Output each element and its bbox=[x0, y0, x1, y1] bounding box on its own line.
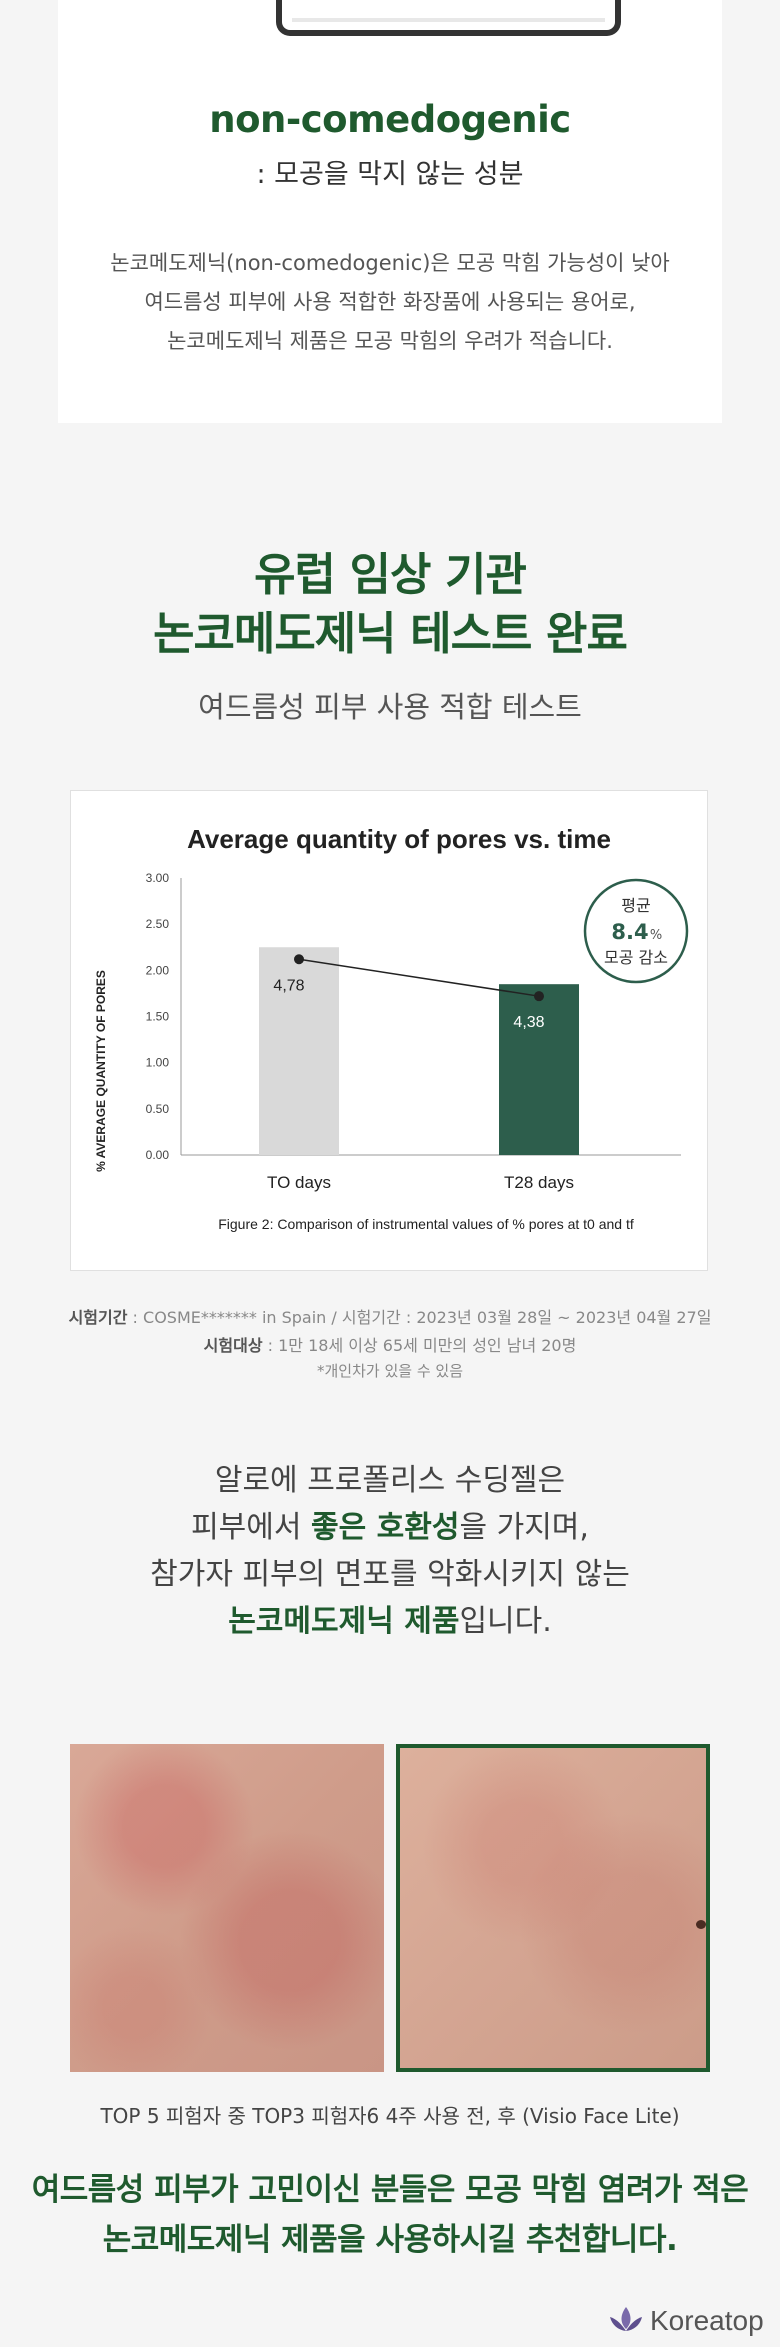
chart-title: Average quantity of pores vs. time bbox=[187, 824, 611, 854]
test-note: *개인차가 있을 수 있음 bbox=[316, 1362, 463, 1380]
final-line-2: 논코메도제닉 제품을 사용하시길 추천합니다. bbox=[102, 2222, 678, 2258]
clipboard-clip bbox=[276, 0, 621, 36]
mid-line-2-bold: 좋은 호환성 bbox=[311, 1510, 460, 1545]
card-desc-line: 논코메도제닉 제품은 모공 막힘의 우려가 적습니다. bbox=[167, 329, 613, 353]
bar bbox=[499, 984, 579, 1155]
headline-line-1: 유럽 임상 기관 bbox=[254, 548, 527, 601]
headline-subtitle: 여드름성 피부 사용 적합 테스트 bbox=[198, 690, 582, 724]
y-tick-label: 1.00 bbox=[146, 1056, 170, 1070]
test-period-value: : COSME******* in Spain / 시험기간 : 2023년 0… bbox=[127, 1308, 712, 1327]
final-line-1: 여드름성 피부가 고민이신 분들은 모공 막힘 염려가 적은 bbox=[31, 2172, 749, 2208]
chart-caption: Figure 2: Comparison of instrumental val… bbox=[218, 1216, 634, 1232]
data-label: 4,78 bbox=[273, 977, 304, 994]
mid-line-4: 논코메도제닉 제품입니다. bbox=[0, 1596, 780, 1640]
badge-value: 8.4 bbox=[611, 920, 648, 944]
koreatop-logo: Koreatop bbox=[606, 2301, 772, 2341]
x-axis-labels: TO days T28 days bbox=[267, 1173, 574, 1192]
y-tick-label: 3.00 bbox=[146, 871, 170, 885]
x-tick-label: T28 days bbox=[504, 1173, 574, 1192]
bars-group bbox=[259, 947, 579, 1155]
trend-point bbox=[534, 991, 544, 1002]
y-tick-label: 2.00 bbox=[146, 963, 170, 977]
card-description: 논코메도제닉(non-comedogenic)은 모공 막힘 가능성이 낮아 여… bbox=[58, 244, 722, 361]
y-axis-ticks: 0.00 0.50 1.00 1.50 2.00 2.50 3.00 bbox=[146, 871, 170, 1162]
card-title: non-comedogenic bbox=[209, 98, 571, 141]
mid-line-1: 알로에 프로폴리스 수딩젤은 bbox=[214, 1463, 566, 1498]
y-tick-label: 0.50 bbox=[146, 1102, 170, 1116]
data-label: 4,38 bbox=[513, 1014, 544, 1031]
bar bbox=[259, 947, 339, 1155]
chart-svg: Average quantity of pores vs. time % AVE… bbox=[94, 824, 689, 1232]
mid-line-2-pre: 피부에서 bbox=[191, 1510, 311, 1545]
card-subtitle: : 모공을 막지 않는 성분 bbox=[256, 159, 524, 190]
mid-line-3: 참가자 피부의 면포를 악화시키지 않는 bbox=[150, 1557, 630, 1592]
badge-line-3: 모공 감소 bbox=[604, 948, 668, 967]
test-subject-value: : 1만 18세 이상 65세 미만의 성인 남녀 20명 bbox=[262, 1336, 577, 1355]
test-subject-label: 시험대상 bbox=[203, 1336, 263, 1355]
mid-line-4-post: 입니다. bbox=[459, 1604, 552, 1639]
trend-line bbox=[298, 958, 540, 997]
after-photo bbox=[396, 1744, 710, 2072]
card-desc-line: 논코메도제닉(non-comedogenic)은 모공 막힘 가능성이 낮아 bbox=[110, 251, 670, 275]
badge-line-1: 평균 bbox=[621, 896, 650, 915]
trend-line-group: 4,78 4,38 bbox=[273, 954, 545, 1031]
before-photo bbox=[70, 1744, 384, 2072]
reduction-badge: 평균 8.4 % 모공 감소 bbox=[583, 878, 689, 984]
chart-y-axis-label: % AVERAGE QUANTITY OF PORES bbox=[94, 970, 108, 1172]
photo-caption: TOP 5 피험자 중 TOP3 피험자6 4주 사용 전, 후 (Visio … bbox=[100, 2104, 680, 2128]
mid-line-2: 피부에서 좋은 호환성을 가지며, bbox=[0, 1502, 780, 1546]
y-tick-label: 1.50 bbox=[146, 1010, 170, 1024]
mid-line-2-post: 을 가지며, bbox=[459, 1510, 589, 1545]
x-tick-label: TO days bbox=[267, 1173, 331, 1192]
y-tick-label: 2.50 bbox=[146, 917, 170, 931]
pores-chart: Average quantity of pores vs. time % AVE… bbox=[70, 790, 708, 1271]
headline-line-2: 논코메도제닉 테스트 완료 bbox=[153, 607, 628, 660]
non-comedogenic-card: non-comedogenic : 모공을 막지 않는 성분 논코메도제닉(no… bbox=[58, 0, 722, 423]
test-period: 시험기간 : COSME******* in Spain / 시험기간 : 20… bbox=[0, 1304, 780, 1328]
skin-spot bbox=[696, 1920, 706, 1929]
lotus-icon bbox=[610, 2307, 642, 2331]
brand-name: Koreatop bbox=[650, 2305, 764, 2336]
y-tick-label: 0.00 bbox=[146, 1148, 170, 1162]
card-desc-line: 여드름성 피부에 사용 적합한 화장품에 사용되는 용어로, bbox=[144, 290, 636, 314]
test-subjects: 시험대상 : 1만 18세 이상 65세 미만의 성인 남녀 20명 bbox=[0, 1332, 780, 1356]
mid-line-4-bold: 논코메도제닉 제품 bbox=[228, 1604, 460, 1639]
badge-unit: % bbox=[650, 928, 662, 943]
test-period-label: 시험기간 bbox=[68, 1308, 128, 1327]
trend-point bbox=[294, 954, 304, 965]
